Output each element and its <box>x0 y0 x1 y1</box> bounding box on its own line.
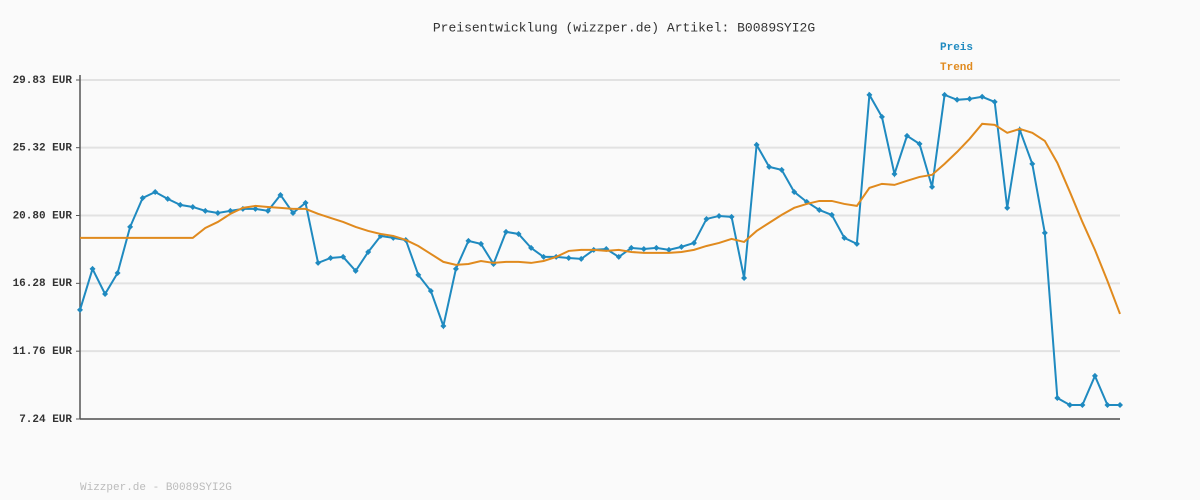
point <box>515 230 522 237</box>
point <box>766 163 773 170</box>
point <box>477 240 484 247</box>
point <box>778 166 785 173</box>
point <box>465 237 472 244</box>
point <box>728 213 735 220</box>
legend-label: Trend <box>940 62 973 74</box>
point <box>1054 394 1061 401</box>
y-tick-label: 7.24 EUR <box>19 414 72 426</box>
point <box>1004 204 1011 211</box>
point <box>127 223 134 230</box>
point <box>615 253 622 260</box>
point <box>340 253 347 260</box>
y-tick-label: 25.32 EUR <box>13 143 73 155</box>
point <box>290 209 297 216</box>
point <box>866 91 873 98</box>
point <box>440 322 447 329</box>
point <box>540 253 547 260</box>
point <box>189 203 196 210</box>
point <box>365 248 372 255</box>
point <box>903 132 910 139</box>
point <box>1079 402 1086 409</box>
point <box>841 234 848 241</box>
point <box>703 215 710 222</box>
point <box>139 194 146 201</box>
point <box>954 96 961 103</box>
point <box>503 228 510 235</box>
point <box>640 245 647 252</box>
point <box>716 212 723 219</box>
point <box>665 246 672 253</box>
point <box>264 207 271 214</box>
point <box>277 191 284 198</box>
point <box>152 188 159 195</box>
point <box>1066 402 1073 409</box>
point <box>302 199 309 206</box>
y-tick-label: 16.28 EUR <box>13 278 73 290</box>
point <box>628 244 635 251</box>
y-tick-label: 29.83 EUR <box>13 75 73 87</box>
point <box>89 265 96 272</box>
point <box>1117 402 1123 409</box>
point <box>427 287 434 294</box>
point <box>929 183 936 190</box>
point <box>1041 229 1048 236</box>
y-tick-label: 20.80 EUR <box>13 210 73 222</box>
point <box>164 195 171 202</box>
point <box>991 98 998 105</box>
point <box>1104 402 1111 409</box>
point <box>202 207 209 214</box>
point <box>828 211 835 218</box>
point <box>1091 372 1098 379</box>
point <box>214 209 221 216</box>
point <box>578 255 585 262</box>
legend-label: Preis <box>940 42 973 54</box>
point <box>979 93 986 100</box>
point <box>916 140 923 147</box>
point <box>528 244 535 251</box>
source: Wizzper.de - B0089SYI2G <box>80 482 232 494</box>
y-tick-label: 11.76 EUR <box>13 346 73 358</box>
point <box>853 240 860 247</box>
point <box>177 201 184 208</box>
point <box>741 274 748 281</box>
point <box>941 91 948 98</box>
series-line <box>80 122 1121 315</box>
point <box>878 113 885 120</box>
point <box>327 254 334 261</box>
point <box>690 239 697 246</box>
point <box>653 244 660 251</box>
point <box>966 95 973 102</box>
point <box>753 141 760 148</box>
point <box>415 271 422 278</box>
point <box>816 206 823 213</box>
point <box>315 259 322 266</box>
point <box>791 188 798 195</box>
point <box>352 267 359 274</box>
point <box>114 269 121 276</box>
point <box>1029 160 1036 167</box>
point <box>565 254 572 261</box>
point <box>102 290 109 297</box>
point <box>452 265 459 272</box>
point <box>77 306 83 313</box>
point <box>678 243 685 250</box>
point <box>891 170 898 177</box>
point <box>252 205 259 212</box>
chart-title: Preisentwicklung (wizzper.de) Artikel: B… <box>433 20 815 35</box>
